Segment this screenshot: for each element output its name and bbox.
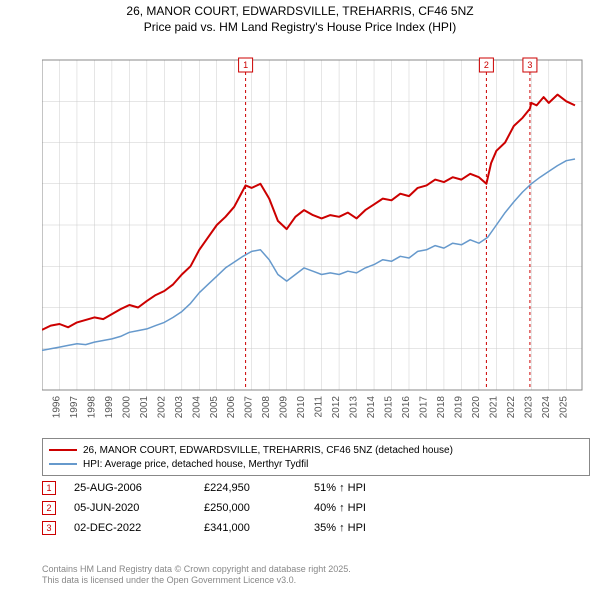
legend-row: 26, MANOR COURT, EDWARDSVILLE, TREHARRIS… [49,443,583,457]
svg-text:2: 2 [484,60,489,70]
svg-text:2022: 2022 [506,396,517,419]
svg-text:2013: 2013 [349,396,360,419]
legend-swatch [49,463,77,465]
footer: Contains HM Land Registry data © Crown c… [42,564,351,586]
svg-text:2023: 2023 [523,396,534,419]
svg-text:1999: 1999 [104,396,115,419]
legend-row: HPI: Average price, detached house, Mert… [49,457,583,471]
svg-text:2004: 2004 [191,396,202,419]
event-date: 25-AUG-2006 [74,482,204,494]
svg-text:2014: 2014 [366,396,377,419]
footer-line1: Contains HM Land Registry data © Crown c… [42,564,351,575]
title-line1: 26, MANOR COURT, EDWARDSVILLE, TREHARRIS… [0,4,600,20]
svg-text:2008: 2008 [261,396,272,419]
title-line2: Price paid vs. HM Land Registry's House … [0,20,600,36]
event-price: £341,000 [204,522,314,534]
legend-swatch [49,449,77,451]
svg-text:2001: 2001 [139,396,150,419]
svg-text:1997: 1997 [69,396,80,419]
event-date: 02-DEC-2022 [74,522,204,534]
svg-text:2018: 2018 [436,396,447,419]
legend: 26, MANOR COURT, EDWARDSVILLE, TREHARRIS… [42,438,590,476]
svg-text:2003: 2003 [174,396,185,419]
svg-text:2006: 2006 [226,396,237,419]
svg-text:1: 1 [243,60,248,70]
svg-text:2024: 2024 [541,396,552,419]
footer-line2: This data is licensed under the Open Gov… [42,575,351,586]
event-row: 2 05-JUN-2020£250,00040% ↑ HPI [42,498,366,518]
event-marker-box: 2 [42,501,56,515]
svg-text:3: 3 [527,60,532,70]
events-table: 1 25-AUG-2006£224,95051% ↑ HPI 2 05-JUN-202… [42,478,366,538]
event-marker-box: 3 [42,521,56,535]
legend-label: HPI: Average price, detached house, Mert… [83,459,308,470]
svg-text:2007: 2007 [244,396,255,419]
svg-text:2005: 2005 [209,396,220,419]
svg-text:2015: 2015 [384,396,395,419]
svg-text:2010: 2010 [296,396,307,419]
chart-container: 26, MANOR COURT, EDWARDSVILLE, TREHARRIS… [0,0,600,590]
event-row: 1 25-AUG-2006£224,95051% ↑ HPI [42,478,366,498]
event-pct: 40% ↑ HPI [314,502,366,514]
chart-svg: £0£50K£100K£150K£200K£250K£300K£350K£400… [42,48,590,428]
legend-label: 26, MANOR COURT, EDWARDSVILLE, TREHARRIS… [83,445,453,456]
svg-text:2025: 2025 [558,396,569,419]
svg-text:1996: 1996 [51,396,62,419]
svg-text:2002: 2002 [156,396,167,419]
title-block: 26, MANOR COURT, EDWARDSVILLE, TREHARRIS… [0,0,600,37]
svg-text:2012: 2012 [331,396,342,419]
event-marker-box: 1 [42,481,56,495]
event-pct: 35% ↑ HPI [314,522,366,534]
svg-text:2000: 2000 [121,396,132,419]
event-pct: 51% ↑ HPI [314,482,366,494]
svg-text:2011: 2011 [314,396,325,418]
svg-text:2019: 2019 [453,396,464,419]
svg-text:2016: 2016 [401,396,412,419]
svg-text:1995: 1995 [42,396,45,419]
chart-area: £0£50K£100K£150K£200K£250K£300K£350K£400… [42,48,590,428]
svg-text:2009: 2009 [279,396,290,419]
svg-text:2021: 2021 [488,396,499,419]
event-price: £250,000 [204,502,314,514]
event-date: 05-JUN-2020 [74,502,204,514]
event-row: 3 02-DEC-2022£341,00035% ↑ HPI [42,518,366,538]
svg-text:2020: 2020 [471,396,482,419]
svg-text:2017: 2017 [418,396,429,419]
event-price: £224,950 [204,482,314,494]
svg-text:1998: 1998 [86,396,97,419]
